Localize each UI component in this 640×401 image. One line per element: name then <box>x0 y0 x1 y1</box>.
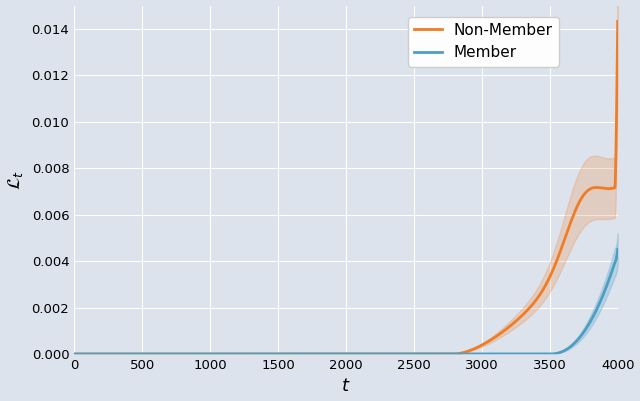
Member <box>179 352 186 356</box>
Non-Member <box>308 352 316 356</box>
Non-Member <box>70 352 78 356</box>
Member <box>614 247 621 252</box>
Legend: Non-Member, Member: Non-Member, Member <box>408 17 559 67</box>
Y-axis label: $\mathcal{L}_t$: $\mathcal{L}_t$ <box>6 170 24 190</box>
Non-Member <box>147 352 155 356</box>
Non-Member <box>179 352 186 356</box>
Non-Member <box>301 352 309 356</box>
Member <box>70 352 78 356</box>
Member <box>344 352 351 356</box>
Non-Member <box>440 352 448 356</box>
Member <box>301 352 309 356</box>
Line: Member: Member <box>74 249 618 354</box>
Member <box>308 352 316 356</box>
Line: Non-Member: Non-Member <box>74 21 618 354</box>
Non-Member <box>344 352 351 356</box>
Non-Member <box>614 19 621 24</box>
X-axis label: $t$: $t$ <box>341 377 351 395</box>
Member <box>440 352 448 356</box>
Member <box>147 352 155 356</box>
